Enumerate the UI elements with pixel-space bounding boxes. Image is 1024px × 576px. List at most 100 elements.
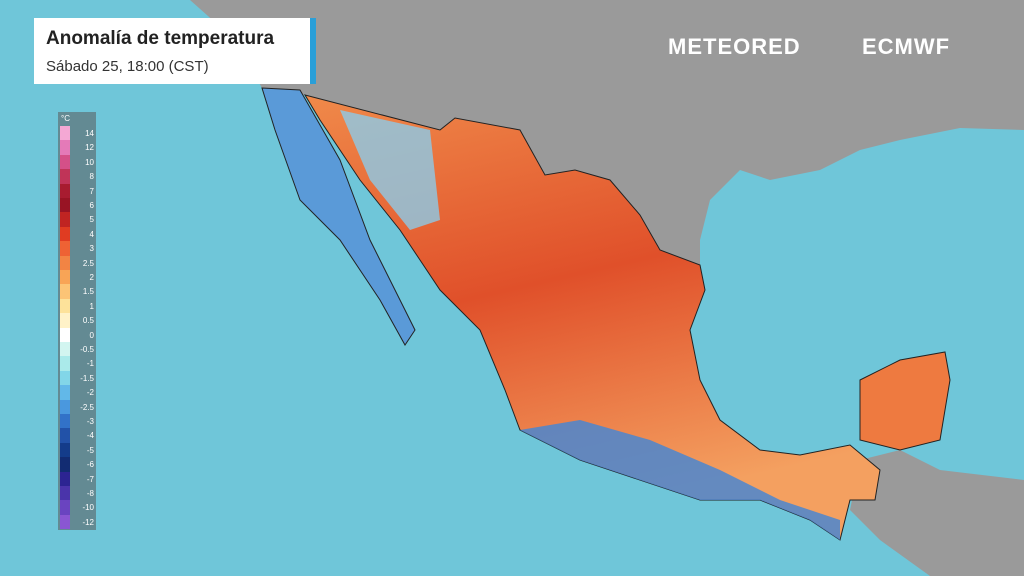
legend-unit: °C bbox=[61, 114, 70, 123]
legend-swatch bbox=[60, 183, 70, 198]
legend-label: 1 bbox=[89, 301, 94, 311]
legend-label: -7 bbox=[86, 474, 94, 484]
legend-row: 7 bbox=[58, 183, 96, 198]
legend-row: 12 bbox=[58, 140, 96, 155]
legend-label: 14 bbox=[85, 129, 94, 138]
legend-row: 6 bbox=[58, 198, 96, 213]
legend-row: -0.5 bbox=[58, 342, 96, 357]
legend-swatch bbox=[60, 370, 70, 386]
legend-row: -5 bbox=[58, 442, 96, 458]
legend-row: -1.5 bbox=[58, 370, 96, 386]
north-anomaly bbox=[340, 110, 440, 230]
legend-swatch bbox=[60, 154, 70, 170]
legend-swatch bbox=[60, 500, 70, 515]
title: Anomalía de temperatura bbox=[46, 28, 275, 49]
partner-logo: ECMWF bbox=[862, 34, 951, 59]
legend-label: 1.5 bbox=[82, 287, 94, 297]
legend-swatch bbox=[60, 284, 70, 299]
subtitle: Sábado 25, 18:00 (CST) bbox=[46, 58, 209, 75]
legend-swatch bbox=[60, 126, 70, 141]
legend-row: -12 bbox=[58, 514, 96, 530]
legend-row: 5 bbox=[58, 212, 96, 227]
legend-row: 2.5 bbox=[58, 255, 96, 270]
south-anomaly bbox=[520, 420, 840, 540]
legend-swatch bbox=[60, 442, 70, 458]
legend-swatch bbox=[60, 414, 70, 429]
legend-row: -3 bbox=[58, 414, 96, 429]
legend-label: 6 bbox=[89, 201, 94, 210]
legend-swatch bbox=[60, 241, 70, 256]
legend-row: -10 bbox=[58, 500, 96, 515]
legend-row: 2 bbox=[58, 270, 96, 285]
legend-label: -12 bbox=[82, 517, 94, 527]
legend-swatch bbox=[60, 140, 70, 155]
legend-label: -0.5 bbox=[80, 345, 94, 354]
legend-swatch bbox=[60, 255, 70, 270]
legend-label: 10 bbox=[85, 157, 94, 167]
legend-label: -5 bbox=[86, 445, 94, 455]
land-central-america bbox=[850, 450, 1024, 576]
legend-swatch bbox=[60, 226, 70, 242]
legend-label: 5 bbox=[89, 215, 94, 225]
legend-row: -1 bbox=[58, 356, 96, 371]
legend-swatch bbox=[60, 514, 70, 530]
legend-label: 8 bbox=[89, 172, 94, 182]
legend-label: -2.5 bbox=[80, 402, 94, 412]
legend-label: 4 bbox=[89, 229, 94, 239]
legend-label: -8 bbox=[86, 489, 94, 498]
legend-swatch bbox=[60, 169, 70, 184]
land-usa bbox=[190, 0, 1024, 265]
legend-swatch bbox=[60, 428, 70, 443]
legend-row: -8 bbox=[58, 486, 96, 501]
yucatan bbox=[859, 351, 951, 451]
legend-row: -2 bbox=[58, 385, 96, 400]
legend-row: 4 bbox=[58, 226, 96, 242]
legend-row: 1.5 bbox=[58, 284, 96, 299]
legend-swatch bbox=[60, 270, 70, 285]
legend-swatch bbox=[60, 457, 70, 472]
brand-logo: METEORED bbox=[668, 34, 801, 59]
legend-row: -6 bbox=[58, 457, 96, 472]
legend-swatch bbox=[60, 212, 70, 227]
mexico-mainland bbox=[303, 94, 881, 541]
legend-label: -4 bbox=[86, 431, 94, 441]
legend-label: -6 bbox=[86, 460, 94, 470]
legend-row: 1 bbox=[58, 298, 96, 314]
legend-label: -1.5 bbox=[80, 373, 94, 383]
legend-swatch bbox=[60, 471, 70, 486]
legend-row: -4 bbox=[58, 428, 96, 443]
legend-label: 7 bbox=[89, 186, 94, 196]
legend-label: -1 bbox=[86, 359, 94, 369]
legend: °C 14 12 10 8 7 6 5 4 3 2.5 2 1.5 1 0.5 0 -0.5 -1 -1.5 -2 -… bbox=[58, 112, 96, 530]
legend-row: 14 bbox=[58, 126, 96, 141]
baja-california bbox=[261, 87, 416, 346]
legend-label: -2 bbox=[86, 388, 94, 398]
legend-swatch bbox=[60, 342, 70, 357]
legend-row: -7 bbox=[58, 471, 96, 486]
legend-swatch bbox=[60, 356, 70, 371]
legend-row: 0 bbox=[58, 327, 96, 342]
legend-label: -3 bbox=[86, 417, 94, 426]
legend-swatch bbox=[60, 198, 70, 213]
legend-row: -2.5 bbox=[58, 399, 96, 414]
legend-row: 0.5 bbox=[58, 313, 96, 328]
legend-swatch bbox=[60, 486, 70, 501]
legend-swatch bbox=[60, 385, 70, 400]
legend-swatch bbox=[60, 298, 70, 314]
title-box: Anomalía de temperatura Sábado 25, 18:00… bbox=[34, 18, 316, 84]
legend-label: 2 bbox=[89, 273, 94, 282]
legend-label: 2.5 bbox=[82, 258, 94, 268]
legend-label: 3 bbox=[89, 244, 94, 254]
legend-label: 12 bbox=[85, 143, 94, 153]
legend-swatch bbox=[60, 313, 70, 328]
legend-label: 0.5 bbox=[82, 316, 94, 326]
legend-row: 3 bbox=[58, 241, 96, 256]
legend-row: 8 bbox=[58, 169, 96, 184]
legend-label: 0 bbox=[89, 330, 94, 340]
legend-row: 10 bbox=[58, 154, 96, 170]
legend-swatch bbox=[60, 399, 70, 414]
legend-swatch bbox=[60, 327, 70, 342]
legend-label: -10 bbox=[82, 503, 94, 513]
